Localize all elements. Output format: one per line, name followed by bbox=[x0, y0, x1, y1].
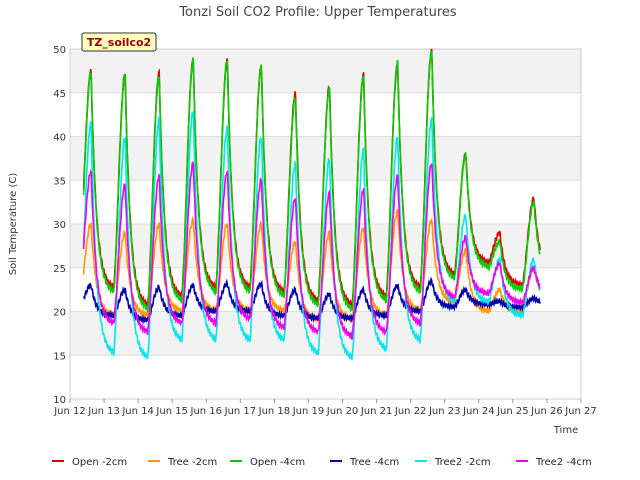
x-tick-label: Jun 26 bbox=[530, 406, 563, 417]
plot-frame bbox=[69, 48, 582, 400]
legend-label: Open -4cm bbox=[250, 457, 305, 468]
y-tick-label: 45 bbox=[53, 89, 66, 100]
series-lines bbox=[82, 48, 541, 360]
x-axis-label: Time bbox=[553, 425, 578, 436]
series-line-tree2-2cm bbox=[82, 110, 541, 360]
site-badge: TZ_soilco2 bbox=[81, 32, 157, 52]
x-tick-label: Jun 14 bbox=[121, 406, 154, 417]
x-tick-label: Jun 21 bbox=[360, 406, 393, 417]
y-axis-label: Soil Temperature (C) bbox=[8, 173, 19, 276]
y-tick-label: 10 bbox=[53, 395, 66, 406]
x-tick-label: Jun 20 bbox=[326, 406, 359, 417]
plot-band bbox=[70, 355, 581, 399]
x-tick-label: Jun 23 bbox=[428, 406, 461, 417]
chart-title: Tonzi Soil CO2 Profile: Upper Temperatur… bbox=[178, 5, 457, 20]
y-tick-label: 20 bbox=[53, 308, 66, 319]
x-tick-label: Jun 17 bbox=[224, 406, 257, 417]
legend-label: Tree2 -4cm bbox=[535, 457, 592, 468]
plot-band bbox=[70, 267, 581, 312]
plot-band bbox=[70, 49, 581, 93]
x-tick-label: Jun 22 bbox=[394, 406, 427, 417]
y-axis: 10 15 20 25 30 35 40 45 50 bbox=[53, 45, 66, 406]
series-line-tree-4cm bbox=[82, 276, 541, 325]
legend-label: Tree -4cm bbox=[349, 457, 399, 468]
legend-label: Tree2 -2cm bbox=[434, 457, 491, 468]
plot-band bbox=[70, 311, 581, 356]
x-tick-label: Jun 13 bbox=[87, 406, 120, 417]
x-tick-label: Jun 24 bbox=[462, 406, 495, 417]
x-tick-label: Jun 12 bbox=[53, 406, 86, 417]
legend: Open -2cm Tree -2cm Open -4cm Tree -4cm Tree… bbox=[52, 457, 592, 468]
y-tick-label: 15 bbox=[53, 351, 66, 362]
y-tick-label: 50 bbox=[53, 45, 66, 56]
x-tick-label: Jun 18 bbox=[258, 406, 291, 417]
y-tick-label: 25 bbox=[53, 264, 66, 275]
x-tick-label: Jun 25 bbox=[496, 406, 529, 417]
x-tick-label: Jun 27 bbox=[564, 406, 597, 417]
y-tick-label: 40 bbox=[53, 133, 66, 144]
series-line-open-4cm bbox=[82, 49, 541, 313]
site-badge-label: TZ_soilco2 bbox=[87, 36, 151, 49]
x-tick-label: Jun 15 bbox=[155, 406, 188, 417]
series-line-tree2-4cm bbox=[82, 161, 541, 340]
legend-label: Tree -2cm bbox=[167, 457, 217, 468]
y-tick-label: 30 bbox=[53, 220, 66, 231]
x-tick-label: Jun 19 bbox=[292, 406, 325, 417]
x-tick-label: Jun 16 bbox=[190, 406, 223, 417]
legend-label: Open -2cm bbox=[72, 457, 127, 468]
y-tick-label: 35 bbox=[53, 176, 66, 187]
x-axis: Jun 12 Jun 13 Jun 14 Jun 15 Jun 16 Jun 17 Jun … bbox=[53, 399, 597, 417]
